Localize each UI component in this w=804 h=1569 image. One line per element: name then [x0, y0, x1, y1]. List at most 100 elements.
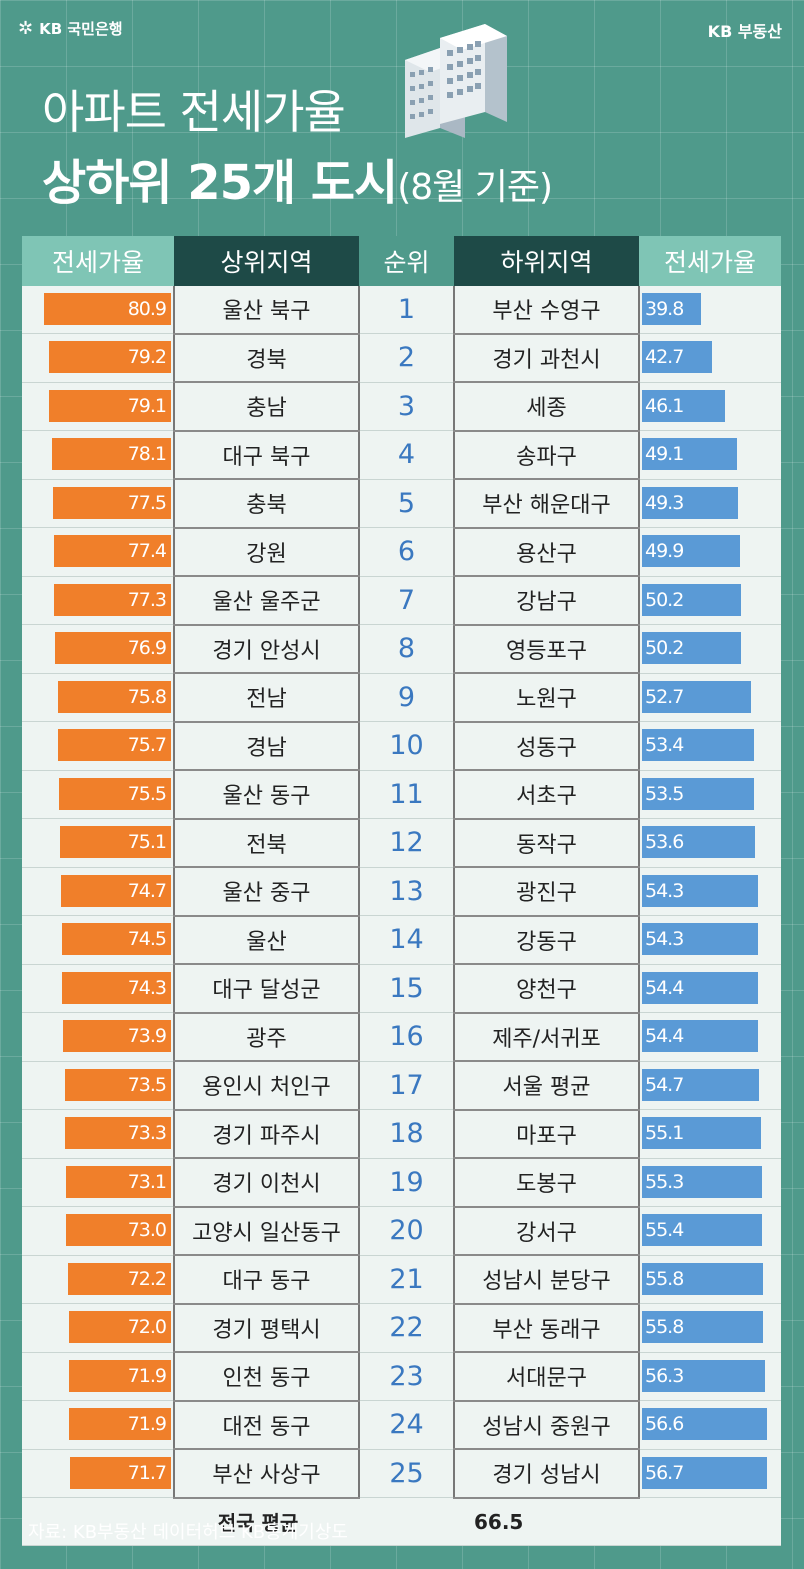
top-rate-bar: 77.5	[53, 486, 171, 519]
bottom-region-name: 강서구	[453, 1206, 640, 1256]
bottom-rate-bar: 50.2	[642, 632, 742, 664]
bottom-rate-cell: 55.4	[639, 1206, 781, 1256]
top-rate-bar: 75.8	[58, 680, 171, 713]
top-rate-bar: 73.0	[66, 1214, 171, 1246]
title-main: 상하위 25개 도시	[42, 155, 398, 211]
bottom-region-name: 성남시 분당구	[453, 1255, 640, 1305]
bottom-rate-bar: 52.7	[642, 680, 752, 713]
bottom-rate-bar: 53.4	[642, 729, 755, 761]
rank-number: 12	[359, 818, 454, 868]
bottom-region-name: 경기 과천시	[453, 333, 640, 383]
top-rate-bar: 75.7	[58, 729, 171, 761]
top-region-name: 대구 북구	[173, 430, 360, 480]
bottom-rate-cell: 49.1	[639, 430, 781, 480]
top-rate-cell: 73.1	[22, 1158, 174, 1207]
rank-number: 13	[359, 867, 454, 916]
bottom-rate-bar: 55.1	[642, 1117, 761, 1149]
table-row: 73.3 경기 파주시 18 마포구 55.1	[22, 1109, 781, 1159]
bottom-region-name: 세종	[453, 382, 640, 432]
top-rate-bar: 71.9	[69, 1408, 171, 1440]
bottom-rate-cell: 46.1	[639, 382, 781, 431]
top-region-name: 울산	[173, 915, 360, 965]
top-rate-cell: 72.2	[22, 1255, 174, 1304]
top-rate-cell: 71.9	[22, 1400, 174, 1450]
rank-number: 16	[359, 1012, 454, 1062]
table-row: 74.7 울산 중구 13 광진구 54.3	[22, 867, 781, 917]
bottom-region-name: 도봉구	[453, 1158, 640, 1208]
title-line1: 아파트 전세가율	[42, 85, 346, 139]
bottom-rate-bar: 54.3	[642, 923, 758, 955]
bottom-rate-bar: 56.6	[642, 1408, 767, 1440]
rank-number: 14	[359, 915, 454, 965]
bottom-region-name: 서초구	[453, 770, 640, 820]
table-row: 80.9 울산 북구 1 부산 수영구 39.8	[22, 286, 781, 335]
bottom-rate-cell: 55.8	[639, 1255, 781, 1304]
table-row: 71.7 부산 사상구 25 경기 성남시 56.7	[22, 1449, 781, 1499]
header-top-region: 상위지역	[174, 236, 359, 286]
top-region-name: 전북	[173, 818, 360, 868]
top-rate-cell: 75.7	[22, 721, 174, 771]
top-region-name: 대구 동구	[173, 1255, 360, 1305]
top-rate-cell: 79.1	[22, 382, 174, 431]
top-rate-cell: 76.9	[22, 624, 174, 674]
bottom-region-name: 양천구	[453, 964, 640, 1014]
rank-number: 7	[359, 576, 454, 625]
top-rate-bar: 77.4	[53, 535, 171, 567]
header-rank: 순위	[359, 236, 454, 286]
top-region-name: 경기 파주시	[173, 1109, 360, 1159]
bottom-rate-bar: 39.8	[642, 293, 701, 325]
table-row: 73.0 고양시 일산동구 20 강서구 55.4	[22, 1206, 781, 1256]
bottom-rate-cell: 55.3	[639, 1158, 781, 1207]
table-row: 72.0 경기 평택시 22 부산 동래구 55.8	[22, 1303, 781, 1353]
top-rate-cell: 73.9	[22, 1012, 174, 1062]
table-row: 71.9 인천 동구 23 서대문구 56.3	[22, 1352, 781, 1402]
top-rate-bar: 79.1	[48, 389, 171, 422]
top-rate-bar: 73.5	[64, 1068, 171, 1101]
bottom-region-name: 제주/서귀포	[453, 1012, 640, 1062]
rank-number: 3	[359, 382, 454, 431]
top-region-name: 경북	[173, 333, 360, 383]
bottom-region-name: 마포구	[453, 1109, 640, 1159]
rank-number: 15	[359, 964, 454, 1013]
table-row: 75.5 울산 동구 11 서초구 53.5	[22, 770, 781, 820]
top-rate-bar: 71.7	[69, 1456, 171, 1489]
building-icon	[405, 24, 507, 138]
top-rate-cell: 72.0	[22, 1303, 174, 1353]
rank-number: 4	[359, 430, 454, 480]
top-region-name: 충북	[173, 479, 360, 529]
top-rate-cell: 77.5	[22, 479, 174, 528]
bottom-rate-cell: 53.5	[639, 770, 781, 819]
rank-number: 18	[359, 1109, 454, 1159]
table-row: 75.8 전남 9 노원구 52.7	[22, 673, 781, 723]
top-rate-bar: 75.1	[60, 826, 171, 858]
top-rate-cell: 75.1	[22, 818, 174, 868]
rank-number: 8	[359, 624, 454, 674]
bottom-rate-bar: 46.1	[642, 389, 726, 422]
top-region-name: 울산 중구	[173, 867, 360, 917]
bottom-rate-bar: 55.8	[642, 1262, 764, 1295]
table-row: 77.3 울산 울주군 7 강남구 50.2	[22, 576, 781, 626]
top-rate-bar: 75.5	[58, 777, 171, 810]
bottom-rate-cell: 49.9	[639, 527, 781, 577]
source-note: 자료: KB부동산 데이터허브 KB통계기상도	[28, 1522, 348, 1543]
bank-name: KB 국민은행	[39, 20, 123, 38]
bottom-region-name: 서울 평균	[453, 1061, 640, 1111]
bottom-rate-cell: 53.4	[639, 721, 781, 771]
bottom-region-name: 부산 동래구	[453, 1303, 640, 1353]
table-row: 77.5 충북 5 부산 해운대구 49.3	[22, 479, 781, 529]
title-line2: 상하위 25개 도시(8월 기준)	[42, 143, 553, 213]
top-region-name: 고양시 일산동구	[173, 1206, 360, 1256]
top-rate-cell: 79.2	[22, 333, 174, 383]
bottom-rate-cell: 56.7	[639, 1449, 781, 1498]
table-row: 76.9 경기 안성시 8 영등포구 50.2	[22, 624, 781, 674]
top-rate-bar: 72.0	[68, 1311, 171, 1343]
top-rate-cell: 74.3	[22, 964, 174, 1013]
top-rate-bar: 74.7	[61, 874, 171, 907]
bottom-rate-cell: 52.7	[639, 673, 781, 722]
bottom-region-name: 영등포구	[453, 624, 640, 674]
table-row: 79.2 경북 2 경기 과천시 42.7	[22, 333, 781, 383]
bottom-rate-cell: 42.7	[639, 333, 781, 383]
table-row: 71.9 대전 동구 24 성남시 중원구 56.6	[22, 1400, 781, 1450]
rank-number: 1	[359, 286, 454, 334]
